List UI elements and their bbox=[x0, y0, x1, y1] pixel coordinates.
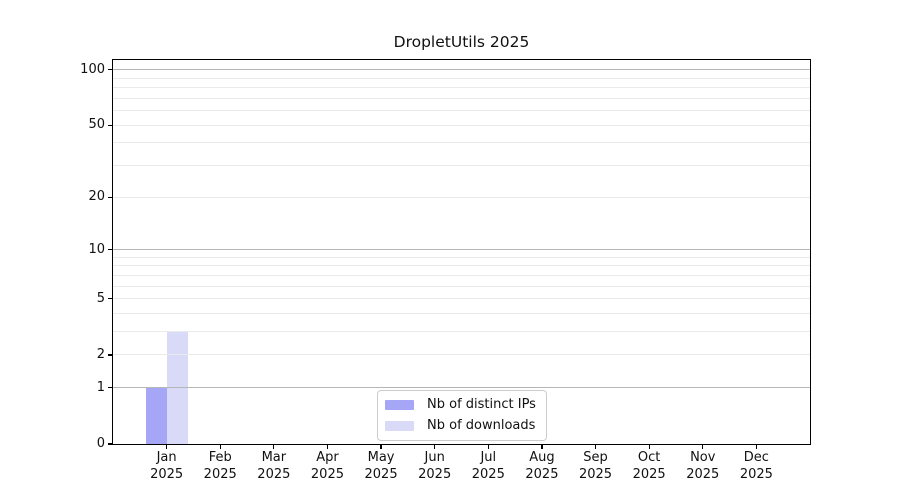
grid-minor-line bbox=[113, 354, 810, 356]
grid-major-line bbox=[113, 387, 810, 389]
y-tick bbox=[108, 298, 112, 300]
legend-swatch-downloads bbox=[385, 421, 414, 431]
grid-layer bbox=[113, 60, 810, 444]
grid-major-line bbox=[113, 249, 810, 251]
y-tick bbox=[108, 124, 112, 126]
y-tick-label: 50 bbox=[88, 117, 105, 133]
chart-title: DropletUtils 2025 bbox=[393, 33, 530, 51]
y-tick-label: 1 bbox=[96, 379, 105, 395]
y-tick-label: 5 bbox=[96, 290, 105, 306]
y-tick bbox=[108, 196, 112, 198]
x-tick-label-month: Jan bbox=[156, 450, 177, 465]
grid-minor-line bbox=[113, 97, 810, 99]
grid-minor-line bbox=[113, 256, 810, 258]
x-tick-label: Jan 2025 bbox=[131, 450, 203, 483]
x-tick-label: Nov 2025 bbox=[667, 450, 739, 483]
x-tick-label: May 2025 bbox=[345, 450, 417, 483]
x-tick bbox=[326, 445, 329, 449]
x-tick-label: Aug 2025 bbox=[506, 450, 578, 483]
x-tick-label-month: Sep bbox=[583, 450, 608, 465]
x-tick-label-year: 2025 bbox=[471, 466, 505, 482]
grid-minor-line bbox=[113, 298, 810, 300]
x-tick bbox=[273, 445, 275, 449]
bar-distinct-ips bbox=[145, 387, 167, 444]
x-tick-label-year: 2025 bbox=[525, 466, 559, 482]
x-tick-label: Mar 2025 bbox=[238, 450, 310, 483]
grid-minor-line bbox=[113, 77, 810, 79]
x-tick bbox=[487, 445, 489, 449]
x-tick-label: Dec 2025 bbox=[720, 450, 792, 483]
legend: Nb of distinct IPs Nb of downloads bbox=[377, 390, 547, 441]
grid-minor-line bbox=[113, 142, 810, 144]
y-tick-label: 0 bbox=[96, 436, 105, 451]
x-tick bbox=[702, 445, 704, 449]
y-tick bbox=[108, 69, 112, 71]
grid-major-line bbox=[113, 69, 810, 71]
x-tick bbox=[755, 445, 757, 449]
grid-minor-line bbox=[113, 165, 810, 167]
grid-minor-line bbox=[113, 313, 810, 314]
x-tick bbox=[380, 445, 382, 449]
plot-area bbox=[113, 60, 810, 444]
y-tick-label: 10 bbox=[88, 241, 105, 257]
x-tick-label: Feb 2025 bbox=[184, 450, 256, 483]
x-tick-label: Jun 2025 bbox=[399, 450, 471, 483]
legend-item-downloads: Nb of downloads bbox=[385, 417, 536, 435]
grid-minor-line bbox=[113, 285, 810, 287]
x-tick-label-year: 2025 bbox=[686, 466, 720, 482]
y-tick-label: 20 bbox=[88, 189, 105, 205]
x-tick-label: Apr 2025 bbox=[291, 450, 363, 483]
x-tick bbox=[594, 445, 597, 449]
x-tick bbox=[541, 445, 543, 449]
x-tick-label-year: 2025 bbox=[632, 466, 666, 482]
x-tick bbox=[648, 445, 650, 449]
legend-swatch-distinct-ips bbox=[385, 400, 414, 410]
x-tick-label-month: Dec bbox=[743, 450, 769, 465]
y-tick bbox=[108, 443, 112, 445]
x-tick bbox=[166, 445, 168, 449]
x-tick-label-year: 2025 bbox=[418, 466, 452, 482]
x-tick-label-month: May bbox=[367, 450, 395, 465]
grid-minor-line bbox=[113, 87, 810, 89]
grid-minor-line bbox=[113, 331, 810, 333]
y-tick bbox=[108, 354, 112, 356]
x-tick-label-year: 2025 bbox=[150, 466, 184, 482]
y-tick bbox=[108, 387, 112, 389]
x-tick-label-year: 2025 bbox=[257, 466, 291, 482]
x-tick-label: Sep 2025 bbox=[560, 450, 632, 483]
x-tick-label-month: Nov bbox=[690, 450, 716, 465]
x-tick-label-year: 2025 bbox=[578, 466, 613, 482]
x-tick-label: Jul 2025 bbox=[452, 450, 524, 483]
grid-minor-line bbox=[113, 124, 810, 126]
x-tick-label-month: Mar bbox=[261, 450, 287, 465]
x-tick-label-month: Oct bbox=[637, 450, 661, 465]
x-tick-label-year: 2025 bbox=[364, 466, 398, 482]
legend-item-distinct-ips: Nb of distinct IPs bbox=[385, 396, 536, 414]
x-tick bbox=[219, 445, 221, 449]
legend-label-downloads: Nb of downloads bbox=[427, 418, 536, 433]
x-tick-label: Oct 2025 bbox=[613, 450, 685, 483]
y-tick-label: 2 bbox=[96, 346, 105, 362]
grid-minor-line bbox=[113, 265, 810, 267]
grid-minor-line bbox=[113, 274, 810, 276]
y-tick bbox=[108, 248, 112, 251]
x-tick-label-month: Apr bbox=[316, 450, 339, 465]
legend-label-distinct-ips: Nb of distinct IPs bbox=[427, 397, 536, 412]
x-tick-label-month: Feb bbox=[208, 450, 232, 465]
x-tick-label-year: 2025 bbox=[310, 466, 344, 482]
x-tick-label-month: Jun bbox=[424, 450, 445, 465]
grid-minor-line bbox=[113, 196, 810, 198]
x-tick-label-month: Aug bbox=[529, 450, 555, 465]
x-tick-label-year: 2025 bbox=[739, 466, 773, 482]
grid-minor-line bbox=[113, 110, 810, 112]
x-tick-label-month: Jul bbox=[480, 450, 497, 465]
x-tick-label-year: 2025 bbox=[203, 466, 237, 482]
x-tick bbox=[434, 445, 436, 449]
y-tick-label: 100 bbox=[80, 61, 105, 77]
